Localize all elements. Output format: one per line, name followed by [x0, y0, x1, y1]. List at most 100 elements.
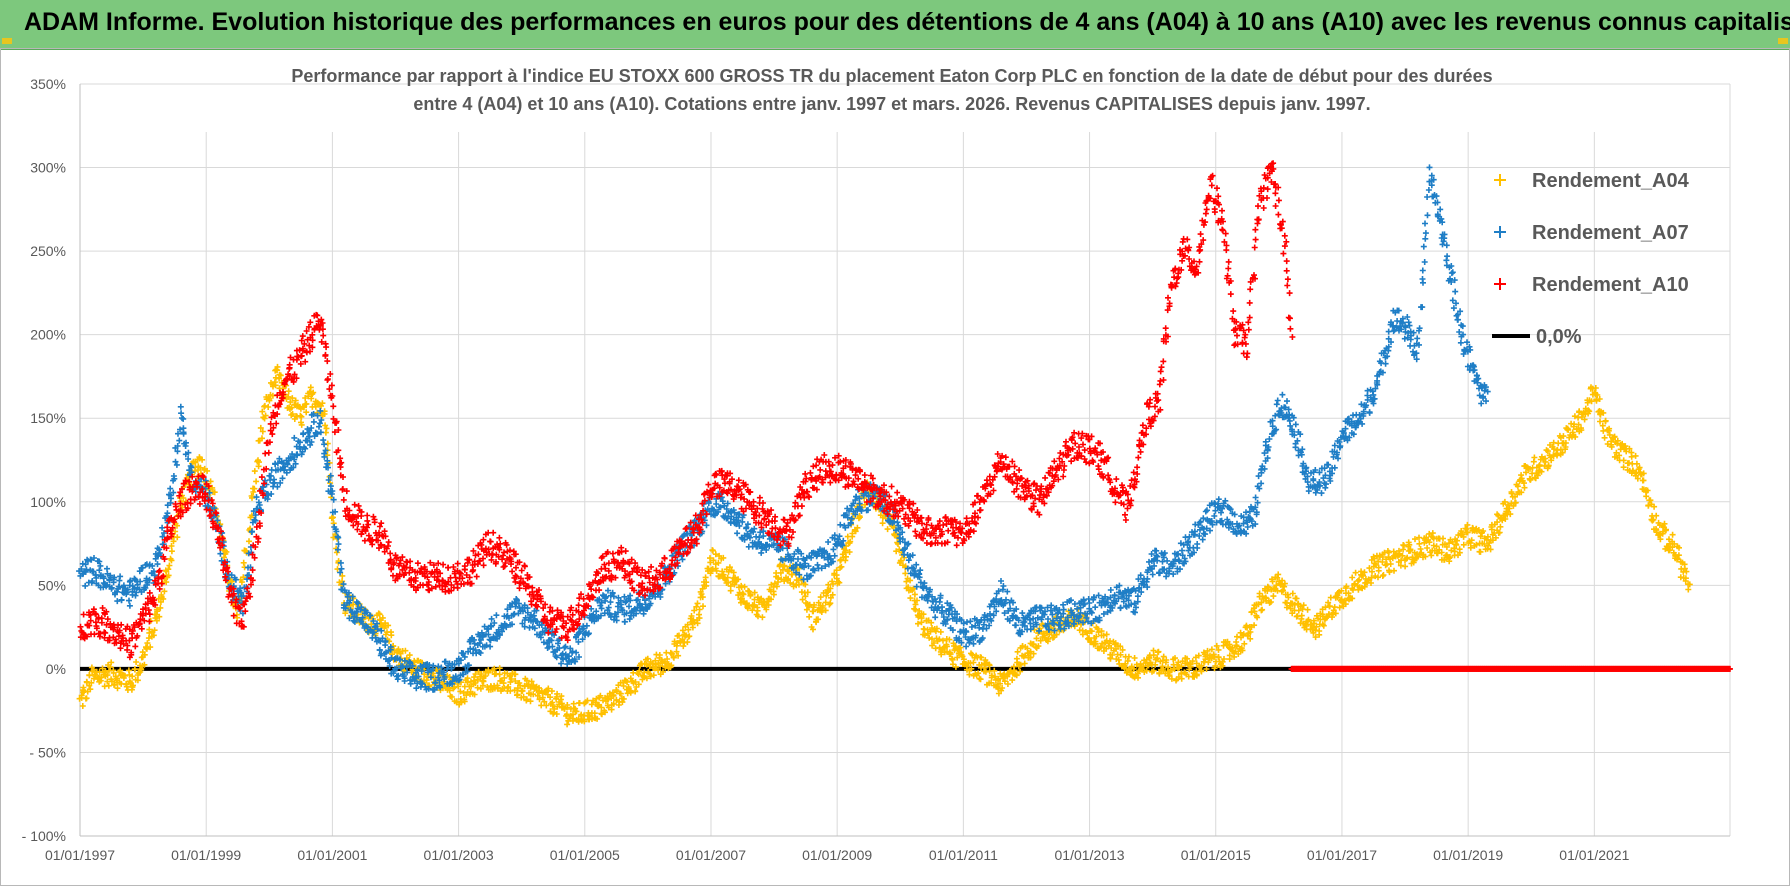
- data-point: [1004, 673, 1011, 680]
- y-tick-label: 100%: [30, 494, 66, 510]
- data-point: [118, 597, 125, 604]
- data-point: [274, 367, 281, 374]
- data-point: [472, 671, 479, 677]
- data-point: [988, 674, 995, 681]
- data-point: [843, 553, 849, 560]
- data-point: [854, 524, 861, 531]
- data-point: [172, 528, 179, 535]
- data-point: [1027, 654, 1034, 661]
- data-point: [1117, 643, 1124, 650]
- data-point: [937, 628, 944, 635]
- data-point: [457, 688, 464, 695]
- data-point: [986, 662, 993, 669]
- x-tick-label: 01/01/2005: [550, 847, 620, 863]
- data-point: [1640, 477, 1647, 484]
- data-point: [1103, 631, 1110, 638]
- data-point: [952, 663, 959, 670]
- data-point: [765, 602, 772, 608]
- data-point: [1324, 461, 1331, 468]
- data-point: [1628, 453, 1635, 460]
- data-point: [1426, 164, 1433, 171]
- data-point: [676, 632, 682, 639]
- data-point: [547, 694, 554, 701]
- data-point: [174, 534, 181, 541]
- data-point: [496, 671, 503, 678]
- data-point: [777, 569, 784, 576]
- data-point: [217, 550, 224, 557]
- data-point: [1304, 606, 1311, 613]
- data-point: [594, 715, 601, 722]
- data-point: [77, 623, 84, 630]
- data-point: [144, 640, 151, 647]
- x-tick-label: 01/01/2017: [1307, 847, 1377, 863]
- data-point: [1119, 646, 1126, 653]
- data-point: [957, 644, 964, 651]
- data-point: [324, 358, 331, 365]
- data-point: [804, 589, 811, 596]
- data-point: [259, 428, 266, 435]
- data-point: [826, 601, 833, 608]
- data-point: [156, 613, 163, 620]
- data-point: [940, 637, 946, 644]
- data-point: [291, 434, 298, 441]
- data-point: [573, 708, 580, 715]
- data-point: [1021, 660, 1028, 667]
- data-point: [1259, 606, 1266, 613]
- data-point: [463, 692, 470, 699]
- data-point: [1117, 651, 1124, 658]
- data-point: [799, 596, 806, 603]
- data-point: [675, 652, 682, 659]
- data-point: [770, 591, 777, 598]
- data-point: [491, 665, 498, 672]
- data-point: [982, 660, 989, 667]
- data-point: [1053, 631, 1060, 638]
- data-point: [970, 659, 977, 666]
- data-point: [655, 667, 662, 674]
- data-point: [130, 682, 136, 689]
- data-point: [310, 418, 317, 425]
- data-point: [829, 591, 836, 598]
- data-point: [825, 539, 832, 545]
- data-point: [775, 579, 781, 585]
- data-point: [253, 524, 260, 530]
- data-point: [141, 661, 148, 668]
- data-point: [700, 603, 706, 610]
- data-point: [570, 700, 577, 707]
- data-point: [1416, 540, 1423, 547]
- data-point: [932, 614, 939, 621]
- data-point: [543, 688, 549, 695]
- data-point: [1037, 637, 1044, 644]
- data-point: [301, 404, 307, 411]
- data-point: [673, 648, 680, 655]
- chart-title-line2: entre 4 (A04) et 10 ans (A10). Cotations…: [413, 94, 1370, 114]
- data-point: [1121, 662, 1128, 669]
- x-tick-label: 01/01/1999: [171, 847, 241, 863]
- data-point: [624, 679, 631, 685]
- data-point: [1279, 391, 1286, 398]
- data-point: [323, 344, 330, 351]
- data-point: [143, 645, 150, 652]
- data-point: [134, 677, 141, 684]
- data-point: [918, 619, 925, 626]
- data-point: [297, 412, 304, 419]
- corner-accent-left: [2, 38, 12, 44]
- data-point: [914, 597, 920, 604]
- data-point: [1041, 632, 1048, 639]
- data-point: [1380, 572, 1387, 578]
- data-point: [209, 484, 216, 491]
- data-point: [131, 666, 138, 673]
- data-point: [133, 659, 140, 665]
- data-point: [978, 654, 985, 661]
- data-point: [827, 585, 834, 592]
- data-point: [180, 415, 187, 422]
- data-point: [1457, 339, 1464, 346]
- data-point: [1649, 517, 1656, 524]
- data-point: [1092, 640, 1099, 647]
- data-point: [246, 538, 252, 545]
- data-point: [1274, 397, 1281, 404]
- data-point: [151, 627, 158, 634]
- data-point: [907, 595, 914, 602]
- data-point: [905, 540, 912, 547]
- data-point: [108, 659, 115, 666]
- data-point: [123, 683, 130, 690]
